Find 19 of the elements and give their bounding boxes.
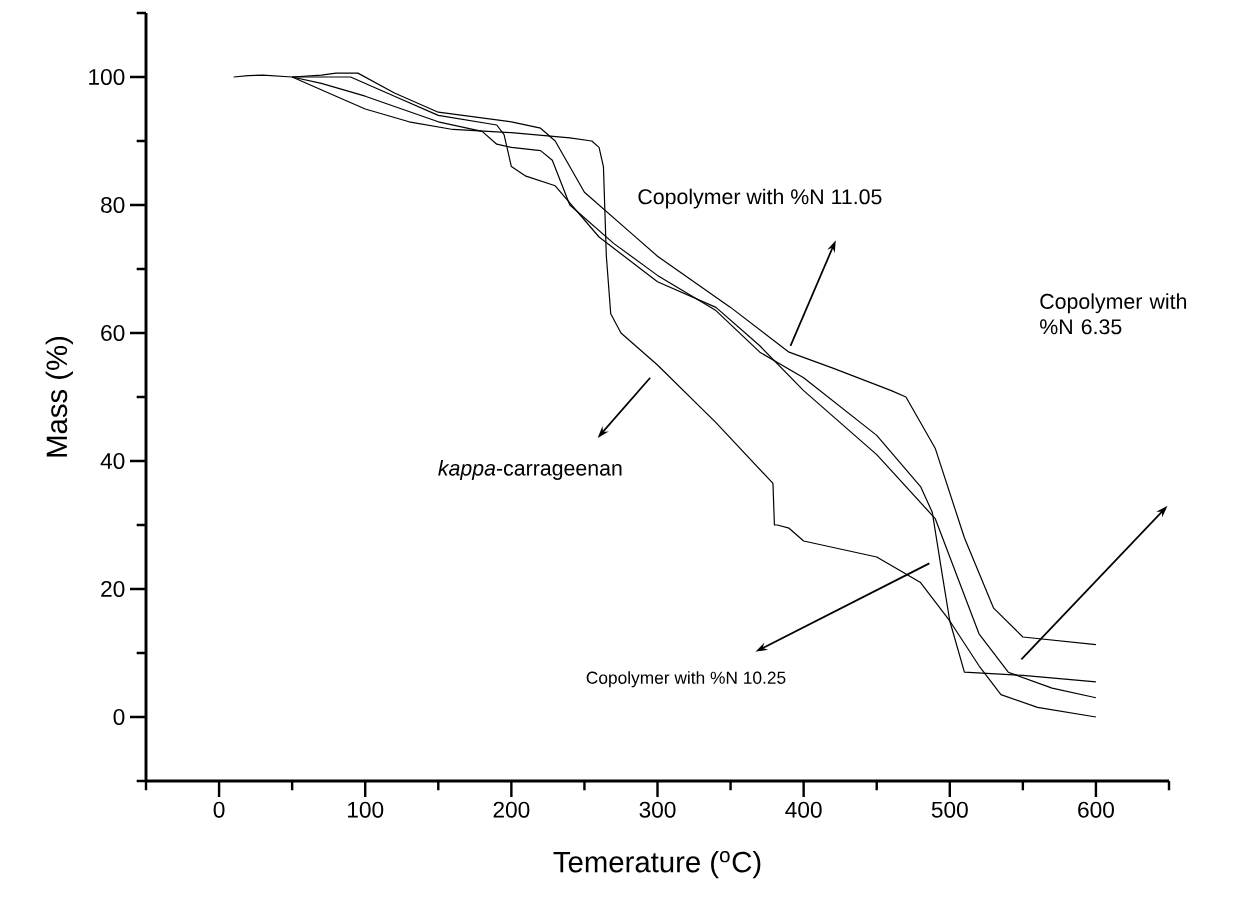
x-tick-label: 100 bbox=[348, 801, 384, 818]
x-tick-label: 0 bbox=[213, 801, 225, 818]
x-tick-label: 400 bbox=[785, 801, 822, 818]
y-tick-label: 100 bbox=[89, 68, 125, 86]
y-tick-label: 40 bbox=[100, 452, 125, 470]
x-tick-label: 200 bbox=[493, 801, 530, 818]
y-tick-label: 0 bbox=[113, 708, 125, 726]
x-tick-label: 600 bbox=[1078, 801, 1114, 818]
x-tick-label: 500 bbox=[931, 801, 968, 818]
annotation: Copolymer with %N 10.25 bbox=[586, 671, 786, 688]
y-tick-label: 20 bbox=[101, 580, 125, 598]
annotation: kappa-carrageenan bbox=[438, 460, 622, 480]
y-tick-label: 80 bbox=[101, 196, 125, 214]
y-tick-label: 60 bbox=[101, 324, 125, 342]
annotation: Copolymer with %N 6.35 bbox=[1040, 293, 1187, 335]
x-axis-title: Temerature ($^{o}$C) bbox=[553, 850, 761, 879]
x-tick-label: 300 bbox=[639, 801, 676, 818]
annotation: Copolymer with %N 11.05 bbox=[638, 188, 882, 209]
y-axis-title: Mass (%) bbox=[45, 336, 73, 457]
